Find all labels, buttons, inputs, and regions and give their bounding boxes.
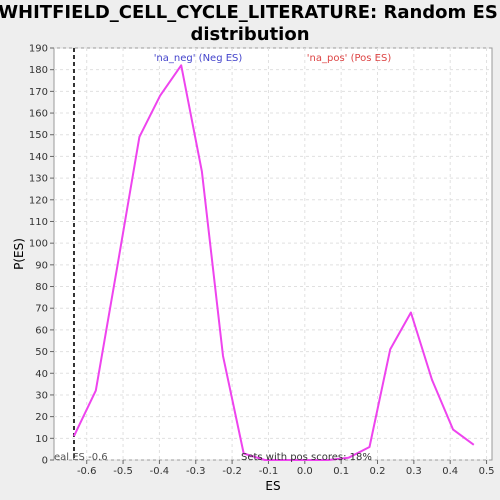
x-tick-label: -0.4 — [150, 466, 170, 477]
x-axis-ticks: -0.6 -0.5 -0.4 -0.3 -0.2 -0.1 0.0 0.1 0.2 0.3 0.4 0… — [77, 460, 495, 477]
y-tick-label: 40 — [35, 369, 48, 380]
grid — [54, 47, 492, 461]
chart-title-line-1: WHITFIELD_CELL_CYCLE_LITERATURE: Random … — [0, 2, 498, 23]
x-tick-label: -0.1 — [259, 466, 279, 477]
y-tick-label: 70 — [35, 304, 48, 315]
y-tick-label: 90 — [35, 260, 48, 271]
series-line-es-distribution — [73, 64, 475, 461]
y-tick-label: 140 — [29, 152, 48, 163]
y-tick-label: 180 — [29, 65, 48, 76]
x-tick-label: 0.1 — [333, 466, 349, 477]
x-tick-label: 0.3 — [406, 466, 422, 477]
plot-area — [53, 47, 493, 461]
x-tick-label: 0.0 — [297, 466, 313, 477]
y-tick-label: 50 — [35, 347, 48, 358]
x-tick-label: -0.6 — [77, 466, 97, 477]
pos-es-label: 'na_pos' (Pos ES) — [307, 53, 392, 64]
y-tick-label: 120 — [29, 195, 48, 206]
y-tick-label: 150 — [29, 130, 48, 141]
y-tick-label: 160 — [29, 109, 48, 120]
y-axis-label: P(ES) — [12, 238, 26, 270]
real-es-label: eal ES -0.6 — [54, 452, 108, 463]
x-tick-label: 0.2 — [370, 466, 386, 477]
x-tick-label: -0.5 — [113, 466, 133, 477]
y-tick-label: 190 — [29, 44, 48, 55]
y-tick-label: 20 — [35, 412, 48, 423]
y-tick-label: 80 — [35, 282, 48, 293]
y-tick-label: 0 — [42, 456, 48, 467]
neg-es-label: 'na_neg' (Neg ES) — [154, 53, 243, 64]
y-tick-label: 130 — [29, 174, 48, 185]
y-tick-label: 100 — [29, 239, 48, 250]
x-tick-label: 0.4 — [442, 466, 458, 477]
y-tick-label: 10 — [35, 434, 48, 445]
y-tick-label: 170 — [29, 87, 48, 98]
x-axis-label: ES — [265, 479, 280, 493]
pos-scores-text: Sets with pos scores: 18% — [241, 452, 372, 463]
y-tick-label: 60 — [35, 325, 48, 336]
y-axis-ticks: 0 10 20 30 40 50 60 70 80 90 100 110 120 130 140 150 160… — [29, 44, 54, 467]
x-tick-label: -0.2 — [222, 466, 242, 477]
x-tick-label: 0.5 — [479, 466, 495, 477]
chart-title-line-2: distribution — [190, 24, 309, 45]
x-tick-label: -0.3 — [186, 466, 206, 477]
y-tick-label: 30 — [35, 390, 48, 401]
y-tick-label: 110 — [29, 217, 48, 228]
